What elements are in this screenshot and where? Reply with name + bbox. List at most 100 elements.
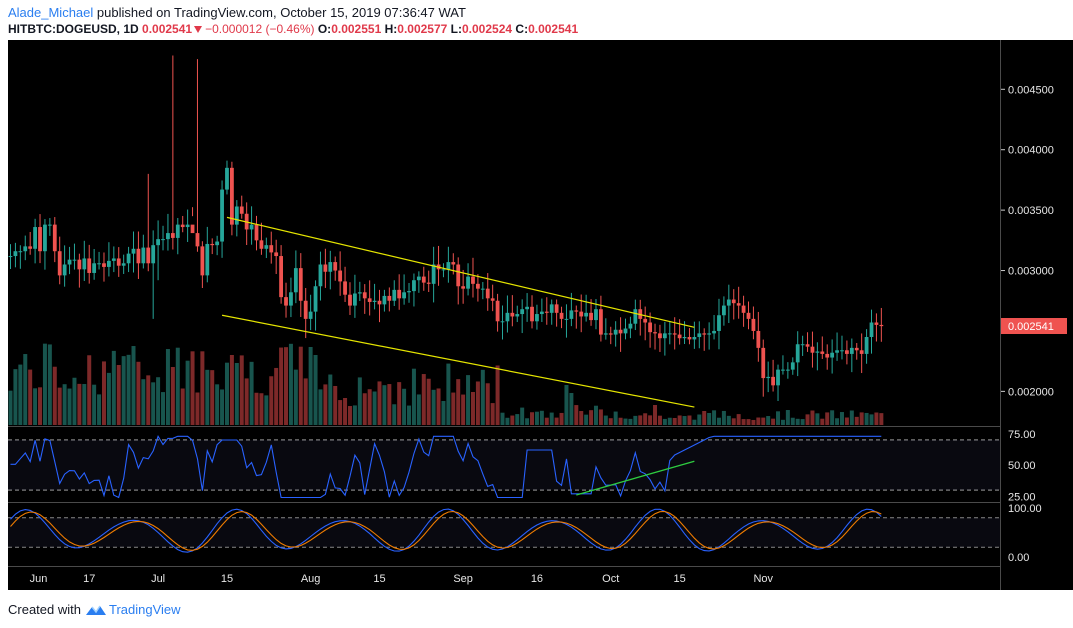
volume-bar <box>284 347 289 425</box>
volume-bar <box>721 410 726 425</box>
volume-bar <box>505 417 510 425</box>
candle-body <box>864 337 869 354</box>
candle-body <box>402 292 406 299</box>
candle-body <box>815 351 820 353</box>
candle-body <box>308 311 313 319</box>
candle-body <box>579 311 584 317</box>
volume-bar <box>38 387 43 425</box>
tradingview-brand[interactable]: TradingView <box>108 602 181 617</box>
candle-body <box>357 292 362 294</box>
volume-bar <box>712 410 717 425</box>
volume-bar <box>746 419 751 425</box>
candle-body <box>712 330 716 334</box>
candle-body <box>200 246 205 276</box>
candle-body <box>52 224 57 252</box>
volume-bar <box>416 394 421 425</box>
close-label: C: <box>515 22 529 36</box>
volume-bar <box>879 413 884 425</box>
candle-body <box>92 263 97 273</box>
volume-bar <box>475 381 480 425</box>
volume-bar <box>520 407 525 425</box>
volume-bar <box>352 405 357 425</box>
volume-bar <box>347 406 352 425</box>
candle-body <box>451 262 456 265</box>
volume-bar <box>697 414 702 425</box>
volume-bar <box>146 375 151 425</box>
volume-bar <box>392 404 397 425</box>
candle-body <box>672 333 677 335</box>
candle-body <box>805 344 810 347</box>
candle-body <box>416 276 421 281</box>
volume-bar <box>780 419 785 425</box>
volume-bar <box>72 377 77 425</box>
candle-body <box>603 333 608 335</box>
volume-bar <box>771 418 776 425</box>
volume-bars <box>8 343 884 425</box>
candle-body <box>230 167 234 225</box>
volume-bar <box>539 410 544 425</box>
candle-body <box>441 269 446 271</box>
volume-bar <box>564 385 569 425</box>
volume-bar <box>156 377 161 425</box>
rsi-band <box>8 440 1000 490</box>
volume-bar <box>249 361 254 425</box>
volume-bar <box>92 384 97 425</box>
volume-bar <box>357 377 362 425</box>
last-price-tag-label: 0.002541 <box>1008 321 1054 333</box>
volume-bar <box>185 360 190 425</box>
volume-bar <box>613 411 618 425</box>
rsi-pane <box>8 434 1000 499</box>
candle-body <box>372 300 377 302</box>
volume-bar <box>569 393 574 425</box>
volume-bar <box>288 343 293 425</box>
publisher-line: Alade_Michael published on TradingView.c… <box>8 5 466 20</box>
candle-body <box>57 251 62 276</box>
candle-body <box>146 247 151 264</box>
candle-body <box>628 323 633 329</box>
time-tick-label: 16 <box>531 573 543 585</box>
candle-body <box>618 329 623 334</box>
candle-body <box>854 347 859 351</box>
volume-bar <box>293 369 298 425</box>
chart-canvas[interactable]: 0.004500 0.004000 0.003500 0.003000 0.002000… <box>0 40 1073 596</box>
candle-body <box>490 298 495 301</box>
volume-bar <box>751 419 756 425</box>
candle-body <box>392 289 397 301</box>
candle-body <box>544 311 549 313</box>
volume-bar <box>534 411 539 425</box>
candle-body <box>126 253 131 264</box>
volume-bar <box>121 356 126 425</box>
rsi-tick-label: 25.00 <box>1008 491 1036 503</box>
candle-body <box>771 376 775 386</box>
volume-bar <box>382 385 387 425</box>
volume-bar <box>18 364 23 425</box>
stoch-k-line <box>10 508 882 553</box>
chart-background <box>8 40 1001 590</box>
volume-bar <box>343 397 348 425</box>
candle-body <box>480 288 485 290</box>
down-arrow-icon <box>194 26 203 34</box>
candle-body <box>161 239 165 241</box>
candle-body <box>800 344 805 346</box>
candle-body <box>825 353 830 358</box>
axes: 0.004500 0.004000 0.003500 0.003000 0.002000… <box>30 84 1067 585</box>
volume-bar <box>338 400 343 425</box>
candle-body <box>47 224 52 226</box>
candle-body <box>289 292 293 306</box>
symbol-label[interactable]: HITBTC:DOGEUSD, 1D <box>8 22 139 36</box>
candle-body <box>180 224 185 228</box>
candle-body <box>23 246 28 252</box>
candle-body <box>254 224 259 241</box>
volume-bar <box>101 361 106 425</box>
candle-body <box>387 295 392 301</box>
candle-body <box>485 288 490 299</box>
volume-bar <box>579 411 584 425</box>
candle-body <box>741 305 746 313</box>
candle-body <box>33 227 37 249</box>
candle-body <box>554 304 559 313</box>
author-link[interactable]: Alade_Michael <box>8 5 94 20</box>
candle-body <box>190 224 195 234</box>
candle-body <box>830 352 835 358</box>
volume-bar <box>210 370 215 425</box>
candle-body <box>328 262 333 272</box>
